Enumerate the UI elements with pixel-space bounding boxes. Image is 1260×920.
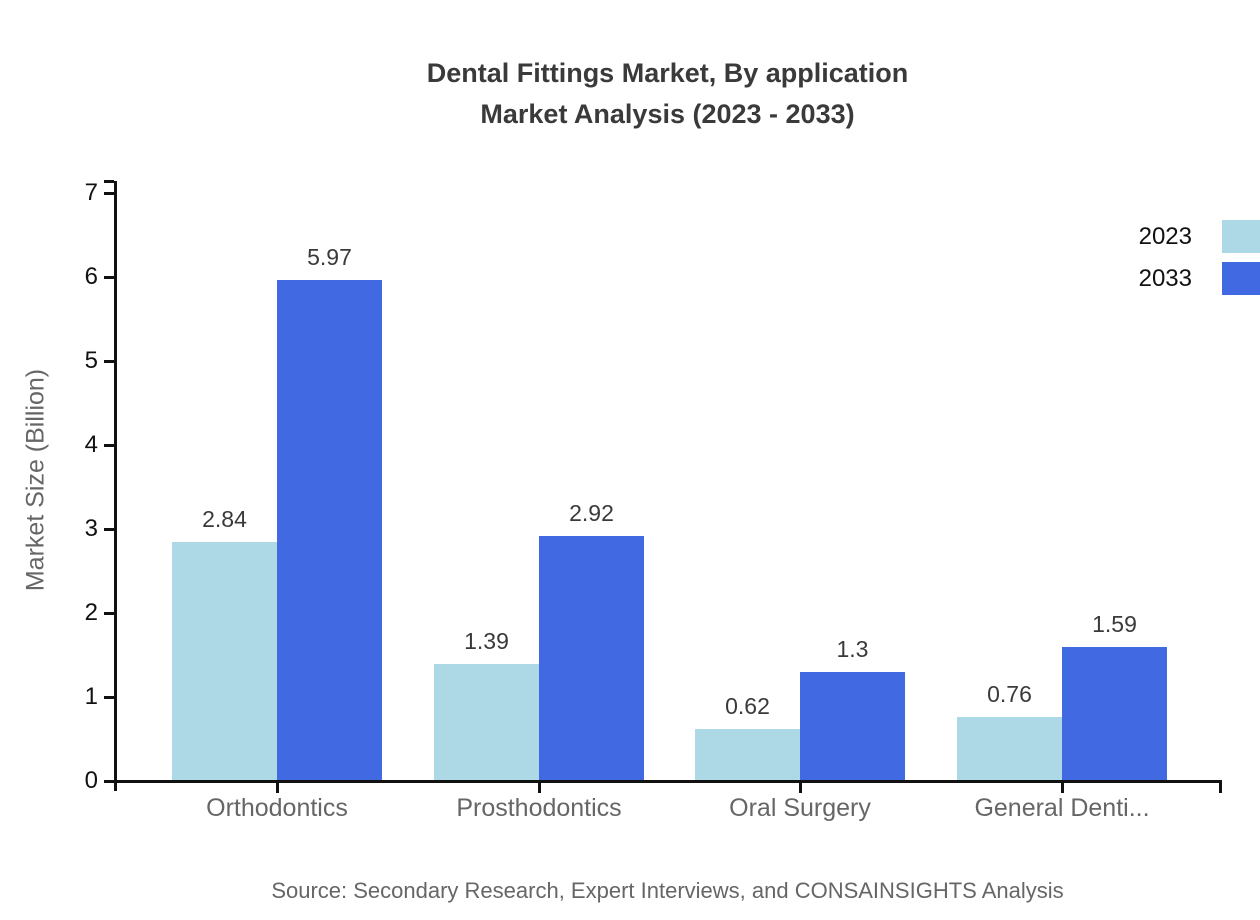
x-category-label: Orthodontics: [206, 794, 348, 822]
x-category-label: Prosthodontics: [456, 794, 622, 822]
y-tick-label: 0: [84, 767, 98, 794]
y-tick-label: 4: [84, 431, 98, 458]
y-tick: [104, 192, 114, 195]
bar-2023-3: [957, 717, 1062, 780]
legend-item-2033: 2033: [1139, 262, 1260, 295]
y-tick-label: 2: [84, 599, 98, 626]
y-tick: [104, 444, 114, 447]
x-tick: [276, 783, 279, 793]
bar-2033-3: [1062, 647, 1167, 780]
y-tick-label: 1: [84, 683, 98, 710]
bar-value-label: 2.92: [569, 500, 614, 526]
y-tick-label: 5: [84, 347, 98, 374]
bar-value-label: 5.97: [307, 244, 352, 270]
x-tick: [1061, 783, 1064, 793]
y-tick: [104, 528, 114, 531]
y-tick: [104, 360, 114, 363]
source-note: Source: Secondary Research, Expert Inter…: [271, 878, 1064, 903]
bar-value-label: 1.59: [1092, 611, 1137, 637]
legend-item-2023: 2023: [1139, 220, 1260, 253]
y-axis-end-tick: [104, 180, 114, 183]
bar-2023-2: [695, 729, 800, 780]
legend-swatch-2033: [1222, 262, 1260, 295]
x-axis-end-tick: [1219, 783, 1222, 793]
bar-2033-2: [800, 672, 905, 780]
legend-label-2023: 2023: [1138, 222, 1192, 250]
legend: 2023 2033: [1139, 220, 1260, 304]
legend-swatch-2023: [1222, 220, 1260, 253]
x-axis-line: [104, 780, 1222, 783]
x-category-label: Oral Surgery: [729, 794, 871, 822]
y-tick: [104, 276, 114, 279]
y-tick: [104, 780, 114, 783]
x-tick: [799, 783, 802, 793]
y-tick-label: 3: [84, 515, 98, 542]
chart-title-line1: Dental Fittings Market, By application: [426, 58, 909, 88]
bar-2023-1: [434, 664, 539, 780]
y-tick-label: 6: [84, 263, 98, 290]
chart-title: Dental Fittings Market, By application M…: [113, 53, 1222, 135]
chart-title-line2: Market Analysis (2023 - 2033): [480, 99, 855, 129]
bar-value-label: 1.3: [836, 636, 869, 662]
x-tick: [538, 783, 541, 793]
bar-value-label: 2.84: [202, 506, 247, 532]
legend-label-2033: 2033: [1138, 264, 1192, 292]
bar-2023-0: [172, 542, 277, 780]
bar-2033-0: [277, 280, 382, 780]
bar-value-label: 0.76: [987, 681, 1032, 707]
y-tick: [104, 696, 114, 699]
y-axis-line: [114, 181, 117, 791]
bar-value-label: 0.62: [725, 693, 770, 719]
x-category-label: General Denti...: [974, 794, 1150, 822]
y-tick: [104, 612, 114, 615]
bar-value-label: 1.39: [464, 628, 509, 654]
y-tick-label: 7: [84, 179, 98, 206]
bar-2033-1: [539, 536, 644, 780]
